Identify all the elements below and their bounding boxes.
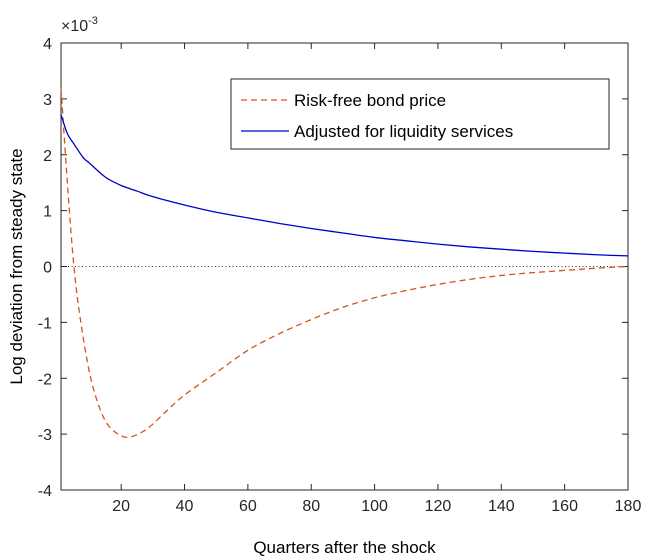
y-tick-label: -2 bbox=[38, 371, 52, 388]
x-tick-label: 140 bbox=[488, 498, 515, 515]
x-tick-label: 40 bbox=[176, 498, 194, 515]
x-axis-title: Quarters after the shock bbox=[253, 538, 436, 557]
legend: Risk-free bond price Adjusted for liquid… bbox=[230, 78, 610, 150]
y-tick-label: 2 bbox=[43, 148, 52, 165]
x-tick-label: 180 bbox=[615, 498, 642, 515]
x-tick-label: 120 bbox=[425, 498, 452, 515]
x-tick-label: 160 bbox=[551, 498, 578, 515]
y-exponent-base: ×10 bbox=[61, 18, 88, 35]
y-tick-label: 1 bbox=[43, 204, 52, 221]
legend-label-adjusted: Adjusted for liquidity services bbox=[294, 122, 513, 141]
series-line-risk-free-bond-price bbox=[60, 87, 629, 439]
y-axis-exponent-label: ×10-3 bbox=[61, 15, 98, 35]
y-exponent-power: -3 bbox=[88, 15, 98, 27]
series-line-adjusted-liquidity bbox=[60, 114, 629, 257]
x-tick-label: 80 bbox=[302, 498, 320, 515]
y-tick-label: 0 bbox=[43, 260, 52, 277]
y-tick-label: 3 bbox=[43, 92, 52, 109]
x-tick-label: 60 bbox=[239, 498, 257, 515]
y-tick-label: -1 bbox=[38, 315, 52, 332]
legend-label-risk-free: Risk-free bond price bbox=[294, 91, 446, 110]
legend-box bbox=[230, 78, 610, 150]
series-layer bbox=[60, 87, 629, 439]
x-tick-label: 100 bbox=[361, 498, 388, 515]
y-tick-label: 4 bbox=[43, 36, 52, 53]
y-tick-label: -4 bbox=[38, 483, 52, 500]
axis-ticks: 20 40 60 80 100 120 140 160 180 -4 -3 -2 -1 0 1 2 3 4 bbox=[38, 36, 642, 515]
y-tick-label: -3 bbox=[38, 427, 52, 444]
x-tick-label: 20 bbox=[112, 498, 130, 515]
y-axis-title: Log deviation from steady state bbox=[7, 148, 26, 384]
